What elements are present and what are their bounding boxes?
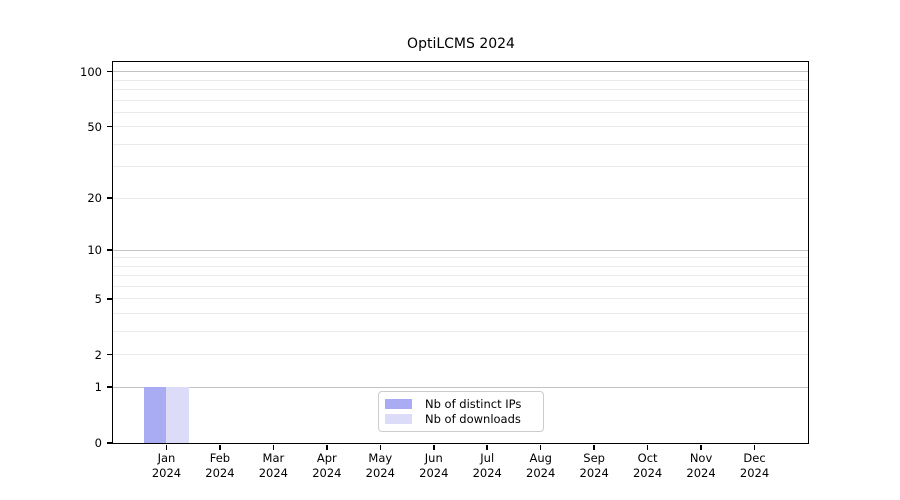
minor-gridline — [113, 126, 808, 128]
minor-gridline — [113, 257, 808, 259]
y-tick-mark — [106, 353, 112, 356]
major-gridline — [113, 71, 808, 73]
x-tick-mark — [326, 444, 328, 450]
x-tick-label: May 2024 — [365, 451, 395, 480]
y-tick-label: 100 — [80, 64, 102, 79]
x-tick-mark — [379, 444, 382, 450]
x-tick-label: Apr 2024 — [312, 451, 342, 480]
y-tick-mark — [106, 298, 112, 300]
minor-gridline — [113, 166, 808, 168]
x-tick-label: Jun 2024 — [419, 451, 449, 480]
y-tick-mark — [106, 386, 112, 388]
x-tick-label: Aug 2024 — [526, 451, 556, 480]
x-tick-mark — [539, 444, 542, 450]
x-tick-label: Nov 2024 — [686, 451, 716, 480]
minor-gridline — [113, 275, 808, 277]
bar-nb-of-downloads — [166, 387, 189, 443]
minor-gridline — [113, 330, 808, 332]
minor-gridline — [113, 265, 808, 267]
x-tick-label: Dec 2024 — [739, 451, 770, 480]
legend-label-distinct-ips: Nb of distinct IPs — [425, 397, 522, 411]
y-tick-mark — [106, 70, 112, 73]
minor-gridline — [113, 143, 808, 145]
major-gridline — [113, 249, 808, 251]
bar-nb-of-distinct-ips — [144, 387, 167, 443]
y-tick-label: 0 — [94, 436, 102, 450]
y-tick-mark — [106, 125, 112, 128]
minor-gridline — [113, 354, 808, 356]
y-tick-label: 2 — [94, 347, 102, 362]
minor-gridline — [113, 79, 808, 81]
minor-gridline — [113, 88, 808, 90]
x-tick-mark — [219, 444, 221, 450]
plot-area: 0 1 2 5 10 20 50 100 Jan 2024 Feb 2024 Mar 2024 Ap… — [80, 61, 809, 480]
minor-gridline — [113, 197, 808, 199]
x-tick-mark — [486, 444, 488, 450]
x-tick-mark — [646, 444, 649, 450]
x-tick-mark — [433, 444, 435, 450]
x-tick-mark — [753, 444, 756, 450]
x-tick-label: Feb 2024 — [205, 451, 235, 480]
y-tick-label: 5 — [94, 291, 102, 306]
minor-gridline — [113, 285, 808, 287]
legend-label-downloads: Nb of downloads — [425, 412, 521, 426]
minor-gridline — [113, 298, 808, 300]
y-tick-label: 50 — [87, 119, 102, 134]
major-gridline — [113, 386, 808, 388]
minor-gridline — [113, 313, 808, 315]
y-tick-label: 20 — [87, 191, 102, 206]
x-tick-label: Jan 2024 — [151, 451, 182, 480]
y-tick-mark — [106, 442, 112, 444]
y-tick-label: 1 — [94, 380, 102, 395]
legend-swatch-distinct-ips — [385, 399, 412, 409]
x-tick-label: Mar 2024 — [258, 451, 289, 480]
chart-title: OptiLCMS 2024 — [407, 36, 515, 52]
legend-item-distinct-ips: Nb of distinct IPs — [385, 397, 535, 411]
legend: Nb of distinct IPs Nb of downloads — [378, 391, 544, 432]
legend-item-downloads: Nb of downloads — [385, 412, 535, 426]
minor-gridline — [113, 111, 808, 113]
x-tick-mark — [593, 444, 595, 450]
y-tick-mark — [106, 197, 112, 199]
y-tick-mark — [106, 249, 112, 251]
x-tick-label: Oct 2024 — [632, 451, 663, 480]
y-tick-label: 10 — [87, 243, 102, 258]
x-tick-mark — [700, 444, 702, 450]
x-tick-label: Sep 2024 — [579, 451, 609, 480]
minor-gridline — [113, 99, 808, 101]
x-tick-label: Jul 2024 — [472, 451, 502, 480]
x-tick-mark — [165, 444, 168, 450]
x-tick-mark — [272, 444, 275, 450]
legend-swatch-downloads — [385, 414, 412, 424]
